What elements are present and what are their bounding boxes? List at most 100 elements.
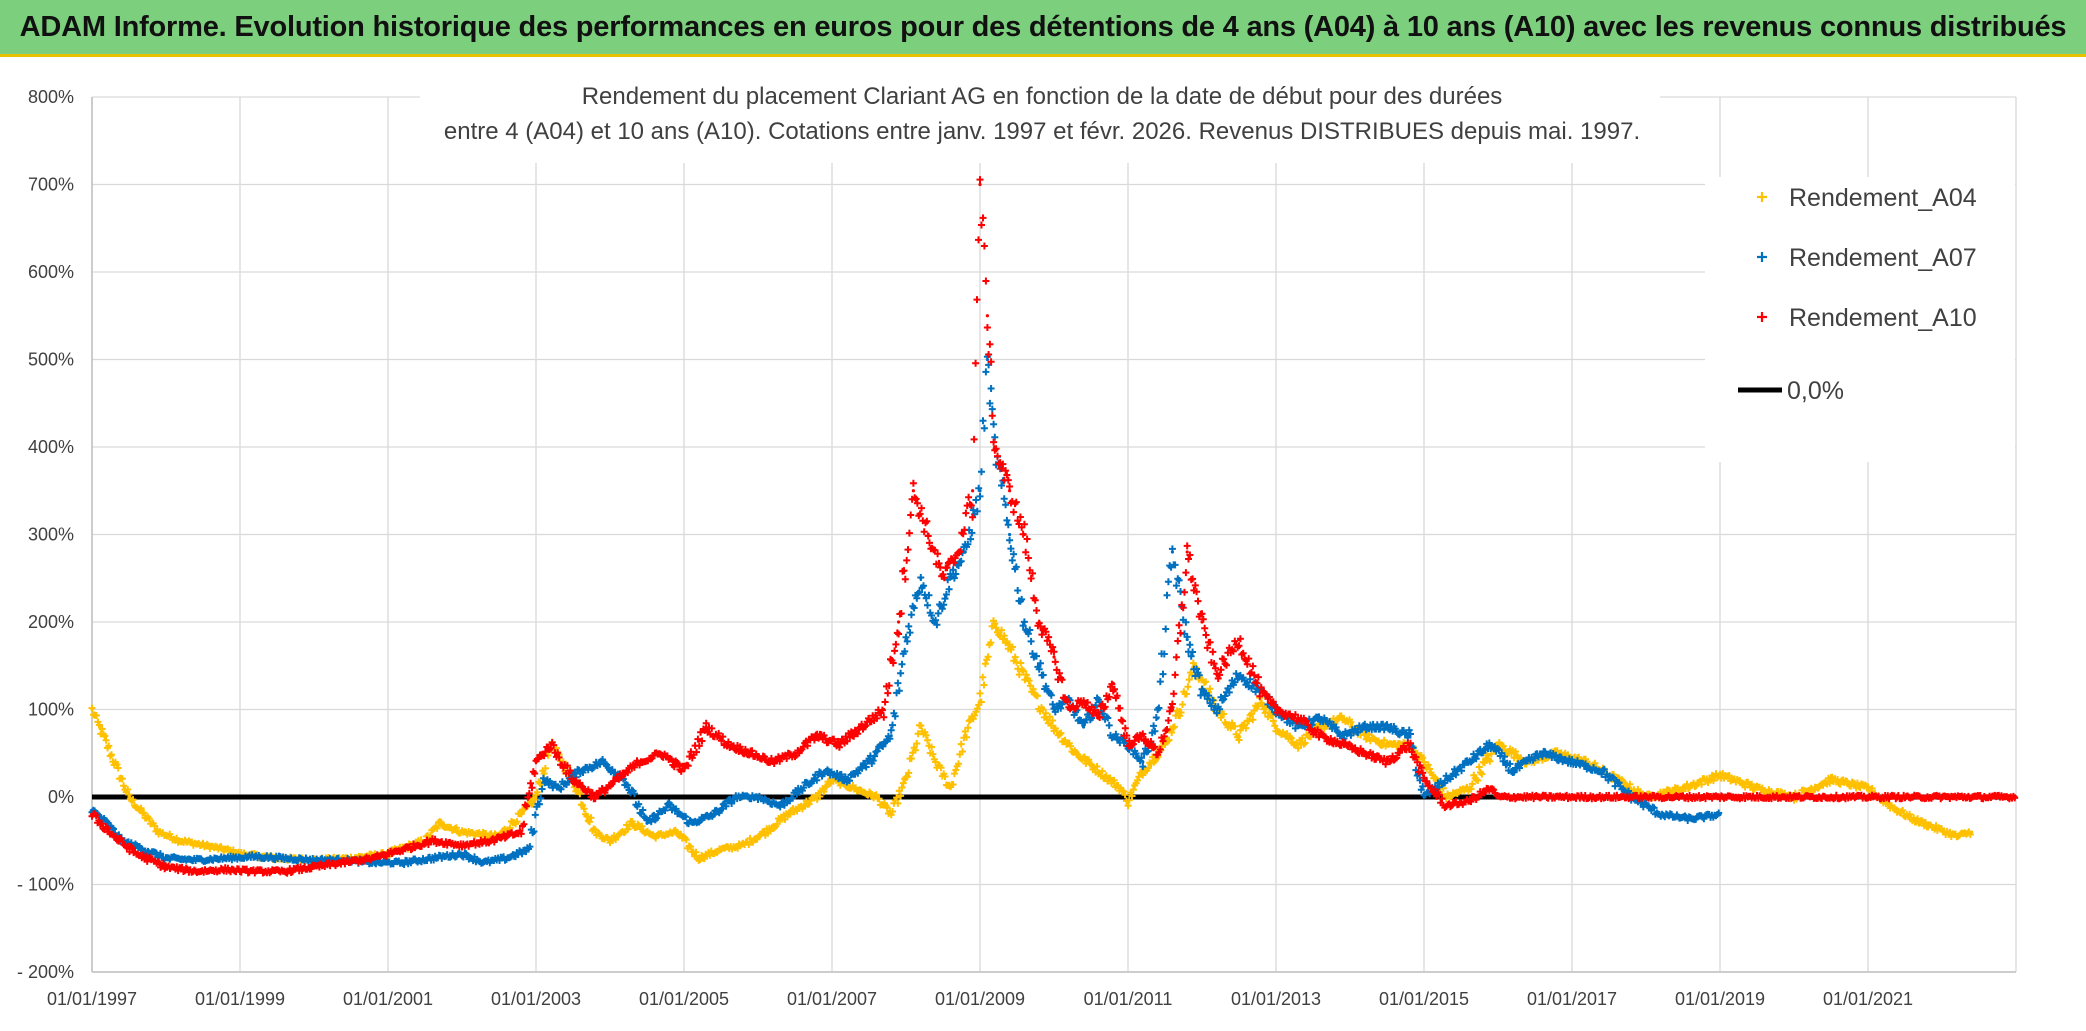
data-point-Rendement_A04 bbox=[763, 830, 768, 834]
data-point-Rendement_A04 bbox=[1052, 725, 1056, 729]
data-point-Rendement_A04 bbox=[741, 843, 745, 847]
data-point-Rendement_A07 bbox=[401, 861, 405, 865]
data-point-Rendement_A10 bbox=[1407, 742, 1411, 747]
data-point-Rendement_A10 bbox=[704, 725, 708, 729]
legend-label-Rendement_A07: Rendement_A07 bbox=[1789, 244, 1977, 272]
series-Rendement_A07 bbox=[88, 353, 1723, 868]
data-point-Rendement_A04 bbox=[852, 786, 856, 790]
data-point-Rendement_A04 bbox=[519, 812, 523, 817]
x-tick-label: 01/01/2001 bbox=[343, 989, 433, 1009]
data-point-Rendement_A07 bbox=[1008, 532, 1012, 537]
data-point-Rendement_A07 bbox=[1022, 620, 1026, 624]
data-point-Rendement_A10 bbox=[371, 856, 375, 860]
data-point-Rendement_A04 bbox=[1341, 716, 1345, 720]
data-point-Rendement_A04 bbox=[90, 707, 94, 712]
data-point-Rendement_A07 bbox=[1037, 664, 1041, 668]
data-point-Rendement_A04 bbox=[1866, 786, 1870, 790]
data-point-Rendement_A10 bbox=[1185, 550, 1189, 554]
data-point-Rendement_A04 bbox=[993, 620, 997, 624]
data-point-Rendement_A07 bbox=[823, 769, 827, 773]
data-point-Rendement_A04 bbox=[815, 795, 819, 799]
data-point-Rendement_A10 bbox=[682, 769, 686, 773]
data-point-Rendement_A10 bbox=[1215, 672, 1219, 677]
y-tick-labels: - 200% - 100% 0% 100% 200% 300% 400% 500% 600% 70… bbox=[17, 87, 74, 982]
data-point-Rendement_A10 bbox=[90, 812, 94, 817]
data-point-Rendement_A04 bbox=[112, 760, 116, 764]
x-tick-label: 01/01/2009 bbox=[935, 989, 1025, 1009]
data-point-Rendement_A10 bbox=[2014, 795, 2018, 799]
legend-marker-Rendement_A07 bbox=[1757, 252, 1767, 262]
data-point-Rendement_A07 bbox=[1141, 760, 1145, 764]
x-tick-label: 01/01/2019 bbox=[1675, 989, 1765, 1009]
data-point-Rendement_A10 bbox=[815, 734, 819, 738]
data-point-Rendement_A10 bbox=[194, 869, 198, 873]
y-tick-label: 500% bbox=[28, 350, 74, 370]
data-point-Rendement_A04 bbox=[1259, 699, 1263, 703]
data-point-Rendement_A10 bbox=[1126, 742, 1130, 747]
data-point-Rendement_A07 bbox=[1170, 550, 1174, 554]
data-point-Rendement_A04 bbox=[1274, 725, 1278, 729]
data-point-Rendement_A10 bbox=[1570, 795, 1574, 799]
data-point-Rendement_A10 bbox=[1296, 716, 1300, 720]
data-point-Rendement_A04 bbox=[1126, 799, 1130, 803]
y-tick-label: 300% bbox=[28, 525, 74, 545]
data-point-Rendement_A10 bbox=[401, 847, 405, 852]
legend-background bbox=[1705, 177, 2015, 462]
data-point-Rendement_A04 bbox=[786, 812, 790, 817]
data-point-Rendement_A07 bbox=[1688, 817, 1692, 821]
series-points-Rendement_A10 bbox=[88, 176, 2019, 877]
y-tick-label: 0% bbox=[48, 787, 74, 807]
data-point-Rendement_A04 bbox=[142, 812, 146, 817]
data-point-Rendement_A10 bbox=[1718, 795, 1722, 799]
data-point-Rendement_A10 bbox=[638, 760, 642, 764]
data-point-Rendement_A10 bbox=[1067, 707, 1071, 712]
data-point-Rendement_A07 bbox=[194, 858, 198, 862]
data-point-Rendement_A10 bbox=[1318, 734, 1322, 738]
y-tick-label: 200% bbox=[28, 612, 74, 632]
data-point-Rendement_A10 bbox=[1829, 795, 1833, 799]
data-point-Rendement_A04 bbox=[1422, 760, 1426, 764]
data-point-Rendement_A07 bbox=[1318, 716, 1322, 720]
data-point-Rendement_A10 bbox=[1489, 786, 1493, 790]
data-point-Rendement_A10 bbox=[490, 839, 494, 843]
data-point-Rendement_A10 bbox=[1940, 795, 1944, 799]
data-point-Rendement_A10 bbox=[1096, 716, 1100, 720]
data-point-Rendement_A07 bbox=[800, 786, 805, 790]
data-point-Rendement_A10 bbox=[549, 742, 553, 747]
data-point-Rendement_A10 bbox=[1496, 795, 1500, 799]
data-point-Rendement_A07 bbox=[845, 777, 849, 782]
legend-marker-Rendement_A04 bbox=[1757, 192, 1767, 202]
data-point-Rendement_A07 bbox=[1215, 707, 1219, 712]
data-point-Rendement_A07 bbox=[1489, 742, 1493, 747]
data-point-Rendement_A04 bbox=[1074, 751, 1078, 755]
data-point-Rendement_A10 bbox=[1644, 795, 1648, 799]
x-tick-label: 01/01/2013 bbox=[1231, 989, 1321, 1009]
y-tick-label: 400% bbox=[28, 437, 74, 457]
x-tick-label: 01/01/2011 bbox=[1084, 989, 1173, 1009]
data-point-Rendement_A10 bbox=[1052, 655, 1056, 659]
x-tick-label: 01/01/1997 bbox=[47, 989, 137, 1009]
data-point-Rendement_A04 bbox=[201, 843, 205, 847]
data-point-Rendement_A10 bbox=[112, 834, 116, 838]
data-point-Rendement_A07 bbox=[1200, 690, 1204, 694]
data-point-Rendement_A10 bbox=[1037, 620, 1041, 624]
data-point-Rendement_A07 bbox=[1444, 777, 1448, 782]
data-point-Rendement_A07 bbox=[253, 854, 257, 859]
data-point-Rendement_A10 bbox=[926, 532, 930, 537]
data-series bbox=[88, 176, 2019, 877]
data-point-Rendement_A07 bbox=[371, 861, 375, 865]
data-point-Rendement_A10 bbox=[1977, 795, 1981, 799]
y-tick-label: 100% bbox=[28, 700, 74, 720]
data-point-Rendement_A07 bbox=[778, 804, 782, 808]
data-point-Rendement_A04 bbox=[675, 830, 679, 834]
data-point-Rendement_A10 bbox=[993, 445, 997, 449]
y-tick-label: - 200% bbox=[17, 962, 74, 982]
data-point-Rendement_A10 bbox=[860, 725, 864, 729]
data-point-Rendement_A07 bbox=[1511, 769, 1515, 773]
x-tick-label: 01/01/2003 bbox=[491, 989, 581, 1009]
data-point-Rendement_A04 bbox=[1178, 707, 1182, 712]
data-point-Rendement_A07 bbox=[645, 821, 649, 825]
data-point-Rendement_A10 bbox=[1170, 707, 1174, 712]
legend-marker-Rendement_A10 bbox=[1757, 312, 1767, 322]
data-point-Rendement_A07 bbox=[867, 760, 871, 764]
